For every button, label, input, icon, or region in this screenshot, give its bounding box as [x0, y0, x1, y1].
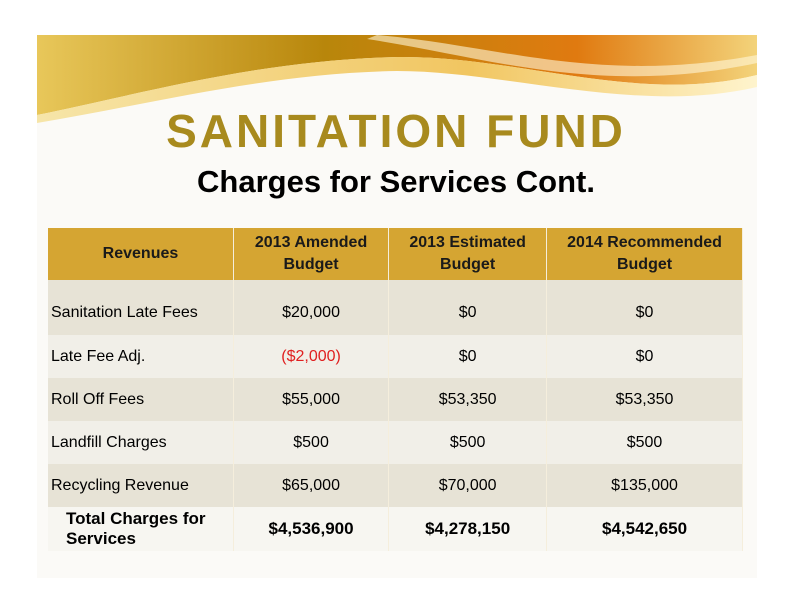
table-cell: $53,350: [388, 378, 548, 421]
table-cell: Landfill Charges: [48, 421, 234, 464]
table-cell: $0: [546, 335, 743, 378]
table-cell: $500: [388, 421, 548, 464]
table-cell: Recycling Revenue: [48, 464, 234, 507]
total-cell: $4,536,900: [233, 507, 390, 551]
header-row: Revenues 2013 Amended Budget 2013 Estimate…: [48, 228, 743, 280]
title: SANITATION FUND: [166, 105, 626, 157]
table-row: Roll Off Fees $55,000 $53,350 $53,350: [48, 378, 743, 421]
table-cell: Sanitation Late Fees: [48, 280, 234, 335]
table-cell: $70,000: [388, 464, 548, 507]
table-cell: Late Fee Adj.: [48, 335, 234, 378]
header-cell: 2014 Recommended Budget: [546, 228, 743, 280]
total-row: Total Charges for Services $4,536,900 $4,2…: [48, 507, 743, 551]
header-cell: Revenues: [48, 228, 234, 280]
table-row: Late Fee Adj. ($2,000) $0 $0: [48, 335, 743, 378]
header-cell: 2013 Amended Budget: [233, 228, 390, 280]
table-cell: $135,000: [546, 464, 743, 507]
total-cell: $4,278,150: [388, 507, 548, 551]
table-cell: $0: [388, 335, 548, 378]
table-cell: ($2,000): [233, 335, 390, 378]
total-cell: Total Charges for Services: [48, 507, 234, 551]
table-cell: $53,350: [546, 378, 743, 421]
table-cell: $0: [388, 280, 548, 335]
table-cell: $65,000: [233, 464, 390, 507]
revenue-table: Revenues 2013 Amended Budget 2013 Estimate…: [48, 228, 743, 551]
header-swoosh: [37, 35, 757, 123]
table-cell: $500: [546, 421, 743, 464]
header-cell: 2013 Estimated Budget: [388, 228, 548, 280]
table-row: Recycling Revenue $65,000 $70,000 $135,000: [48, 464, 743, 507]
table-cell: $55,000: [233, 378, 390, 421]
table-cell: $500: [233, 421, 390, 464]
total-cell: $4,542,650: [546, 507, 743, 551]
table-row: Landfill Charges $500 $500 $500: [48, 421, 743, 464]
table-cell: Roll Off Fees: [48, 378, 234, 421]
table-cell: $0: [546, 280, 743, 335]
table-row: Sanitation Late Fees $20,000 $0 $0: [48, 280, 743, 335]
table-cell: $20,000: [233, 280, 390, 335]
subtitle: Charges for Services Cont.: [197, 164, 595, 199]
